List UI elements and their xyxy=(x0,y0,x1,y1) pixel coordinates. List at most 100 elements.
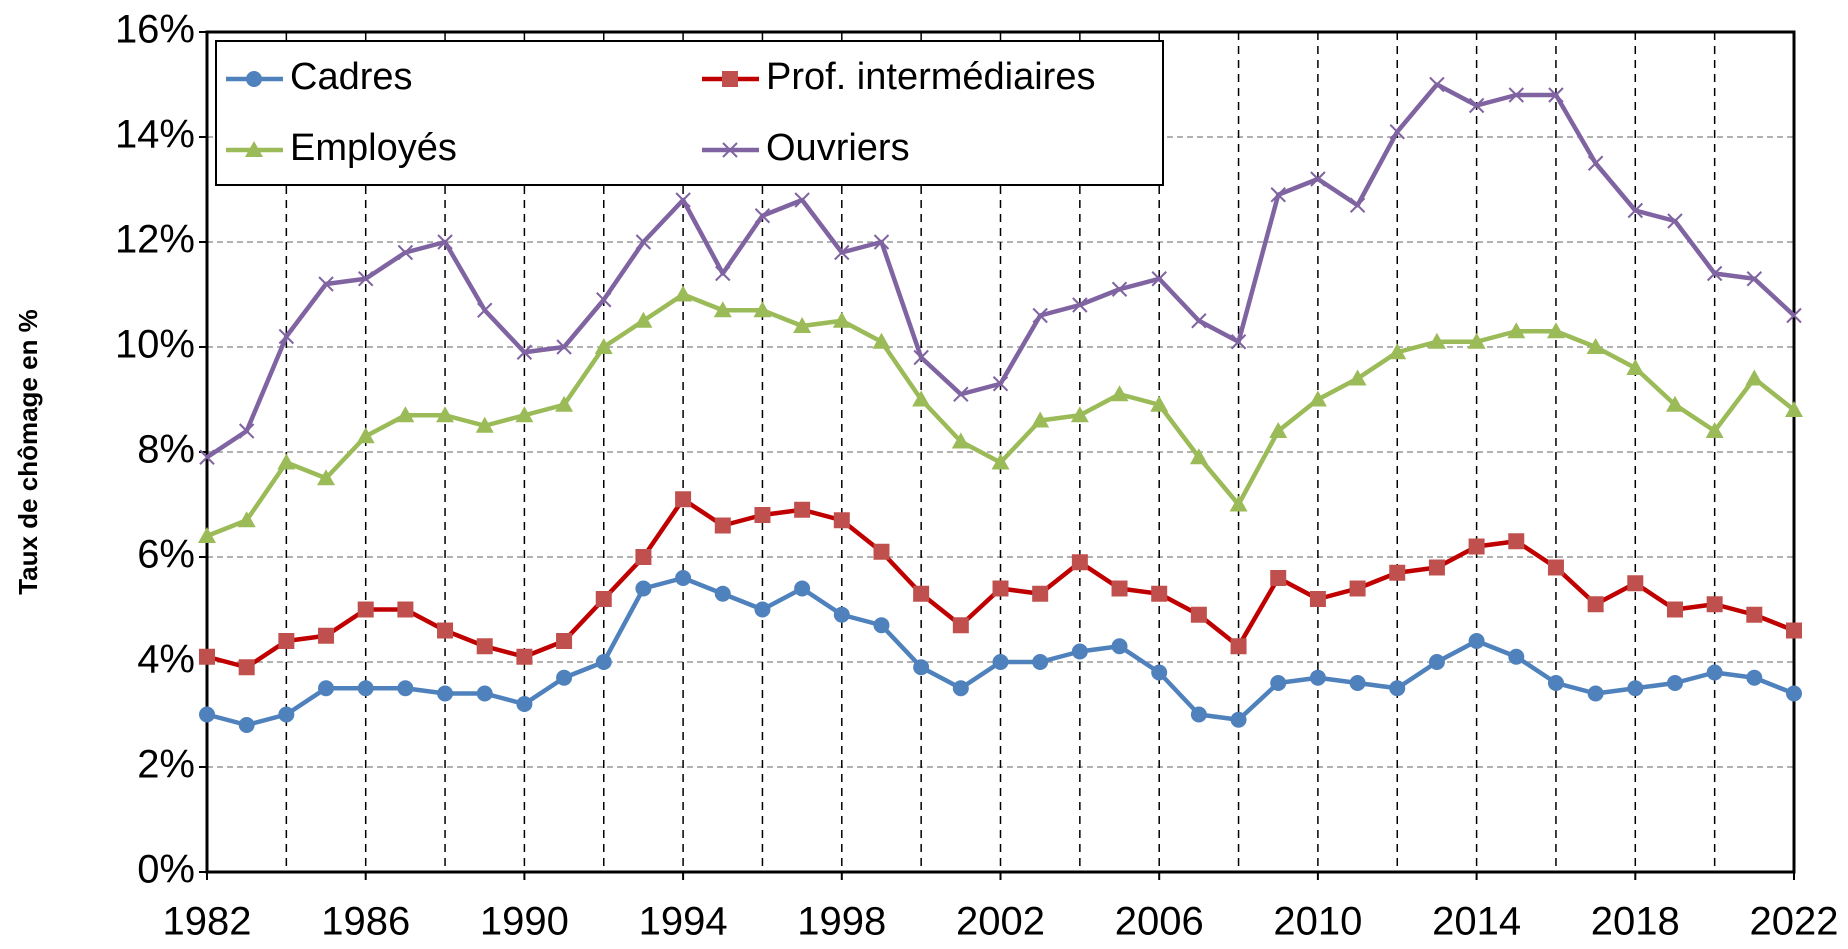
plot-frame xyxy=(205,30,1796,874)
legend-label: Ouvriers xyxy=(766,127,910,169)
marker xyxy=(953,386,969,402)
marker xyxy=(556,633,573,649)
marker xyxy=(1389,564,1406,581)
marker xyxy=(397,601,414,618)
marker xyxy=(1349,197,1366,213)
marker xyxy=(1349,675,1366,691)
marker xyxy=(1348,369,1367,386)
legend: Cadres Prof. intermédiaires Employés Ouvrie… xyxy=(215,40,1164,186)
marker xyxy=(1666,675,1683,691)
marker xyxy=(1031,411,1050,428)
marker xyxy=(1269,422,1288,438)
marker xyxy=(1308,390,1327,407)
marker xyxy=(238,659,255,676)
marker xyxy=(1230,334,1247,350)
marker xyxy=(952,617,969,634)
marker xyxy=(794,192,810,208)
marker xyxy=(794,580,811,597)
marker xyxy=(713,301,732,318)
marker xyxy=(1191,313,1207,329)
marker xyxy=(357,680,374,697)
marker xyxy=(1151,271,1167,287)
marker xyxy=(594,338,613,354)
marker xyxy=(1229,495,1248,512)
marker xyxy=(715,265,731,282)
marker xyxy=(1070,406,1089,423)
marker xyxy=(675,570,692,586)
marker xyxy=(516,648,533,665)
marker xyxy=(245,141,263,157)
marker xyxy=(1627,680,1644,697)
marker xyxy=(1706,664,1723,681)
marker xyxy=(238,717,255,733)
marker xyxy=(1587,155,1604,171)
marker xyxy=(714,585,731,602)
marker xyxy=(555,395,574,412)
marker xyxy=(1666,601,1683,618)
marker xyxy=(1667,213,1683,229)
marker xyxy=(1151,585,1168,602)
marker xyxy=(635,234,652,250)
marker xyxy=(1388,343,1407,360)
marker xyxy=(1546,322,1565,339)
marker xyxy=(1032,307,1048,324)
marker xyxy=(278,633,295,649)
marker xyxy=(437,622,454,639)
marker xyxy=(1309,591,1326,607)
marker xyxy=(1230,711,1247,728)
marker xyxy=(794,501,811,518)
marker xyxy=(1548,87,1564,103)
marker xyxy=(515,406,534,423)
y-tick-label: 0% xyxy=(137,848,195,892)
marker xyxy=(1389,124,1405,140)
marker xyxy=(992,654,1009,670)
marker xyxy=(475,416,494,433)
y-tick-label: 4% xyxy=(137,638,195,682)
marker xyxy=(951,432,970,449)
marker xyxy=(722,71,738,87)
marker xyxy=(1587,685,1604,702)
marker xyxy=(396,406,415,423)
marker xyxy=(873,543,890,560)
marker xyxy=(1110,385,1129,402)
marker xyxy=(991,453,1010,470)
marker xyxy=(873,234,890,250)
marker xyxy=(1032,654,1049,670)
marker xyxy=(1508,533,1525,550)
marker xyxy=(992,580,1009,597)
marker xyxy=(1508,648,1525,665)
marker xyxy=(1389,680,1406,697)
marker xyxy=(199,449,215,465)
marker xyxy=(1428,559,1445,576)
marker xyxy=(1468,97,1485,114)
marker xyxy=(1310,171,1326,187)
marker xyxy=(754,507,771,523)
marker xyxy=(1429,76,1445,93)
marker xyxy=(476,685,493,702)
marker xyxy=(1230,638,1247,655)
marker xyxy=(1468,538,1485,555)
marker xyxy=(1111,638,1128,655)
y-tick-label: 6% xyxy=(137,533,195,577)
marker xyxy=(1111,281,1128,297)
marker xyxy=(634,311,653,328)
marker xyxy=(675,192,691,208)
marker xyxy=(1309,669,1326,686)
marker xyxy=(793,317,812,333)
marker xyxy=(1705,422,1724,438)
marker xyxy=(1071,554,1088,571)
marker xyxy=(278,706,295,723)
marker xyxy=(913,585,930,602)
marker xyxy=(1745,369,1764,386)
marker xyxy=(1507,322,1526,339)
legend-label: Employés xyxy=(290,127,457,169)
marker xyxy=(1032,585,1049,602)
marker xyxy=(1190,606,1207,623)
marker xyxy=(1586,338,1605,354)
marker xyxy=(318,627,335,644)
legend-label: Cadres xyxy=(290,56,413,98)
marker xyxy=(1785,401,1803,417)
marker xyxy=(1071,643,1088,660)
marker xyxy=(1349,580,1366,597)
